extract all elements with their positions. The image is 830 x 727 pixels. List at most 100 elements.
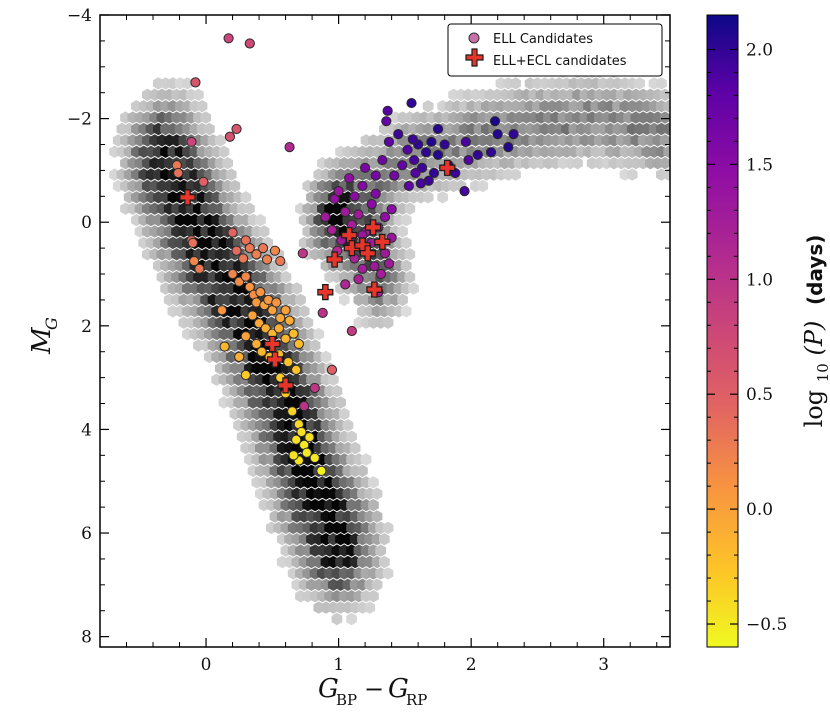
- density-hexbin: [204, 122, 215, 136]
- ell-candidate-point: [251, 249, 262, 260]
- density-hexbin: [510, 168, 521, 181]
- ell-ecl-candidate-point: [439, 159, 456, 176]
- legend-circle-marker: [468, 32, 480, 44]
- ell-candidate-point: [426, 136, 437, 148]
- y-tick-label: 0: [81, 213, 92, 233]
- y-tick-label: 6: [81, 524, 92, 544]
- density-hexbin: [400, 259, 412, 272]
- ell-candidate-point: [381, 116, 392, 127]
- colorbar-title: log 10 (P) (days): [800, 235, 830, 428]
- ell-candidate-point: [439, 139, 450, 150]
- density-hexbin: [397, 293, 408, 307]
- density-hexbin: [338, 293, 350, 307]
- density-hexbin: [400, 305, 412, 318]
- colorbar-title-units: (days): [803, 235, 827, 305]
- svg-text:G: G: [42, 317, 61, 330]
- ell-ecl-candidate-point: [366, 281, 383, 298]
- ell-candidate-point: [383, 136, 395, 148]
- ell-candidate-point: [301, 447, 312, 458]
- ell-ecl-candidate-point: [326, 251, 343, 268]
- ell-ecl-candidate-points: [179, 159, 456, 394]
- ell-candidate-point: [432, 149, 444, 160]
- density-hexbin: [379, 533, 390, 546]
- ell-ecl-candidate-point: [277, 377, 294, 394]
- x-tick-label: 3: [598, 655, 609, 675]
- density-hexbin: [196, 100, 208, 113]
- ell-candidate-point: [375, 268, 387, 280]
- ell-candidate-point: [417, 162, 428, 173]
- density-hexbin: [659, 88, 670, 101]
- ell-candidate-point: [340, 279, 351, 290]
- density-hexbin: [357, 464, 368, 478]
- ell-ecl-candidate-point: [266, 351, 284, 368]
- density-hexbin: [663, 122, 670, 136]
- ell-candidate-point: [256, 346, 267, 357]
- ell-candidate-point: [366, 198, 377, 210]
- density-hexbin: [244, 202, 255, 215]
- colorbar-tick-label: 0.5: [746, 385, 773, 405]
- ell-ecl-candidate-point: [317, 284, 334, 301]
- ell-candidate-point: [389, 170, 400, 181]
- density-hexbin: [298, 305, 310, 318]
- ell-candidate-point: [271, 297, 282, 308]
- ell-candidate-point: [253, 318, 265, 329]
- density-hexbin: [371, 578, 383, 591]
- svg-text:G: G: [388, 674, 409, 704]
- density-hexbin: [193, 88, 204, 101]
- ell-candidate-point: [492, 129, 503, 140]
- density-hexbin: [331, 384, 343, 398]
- ell-candidate-point: [247, 310, 258, 321]
- ell-candidate-point: [275, 255, 286, 267]
- density-hexbin: [368, 476, 379, 489]
- ell-candidate-point: [485, 147, 497, 158]
- ell-candidate-point: [349, 191, 360, 202]
- plot-area: [99, 14, 671, 648]
- ell-candidate-point: [273, 323, 285, 334]
- colorbar-ticks: −0.5 0.0 0.5 1.0 1.5 2.0: [707, 40, 787, 635]
- ell-candidate-point: [275, 312, 286, 324]
- ell-candidate-point: [231, 245, 242, 256]
- density-hexbin: [382, 521, 394, 535]
- ell-candidate-point: [280, 305, 291, 316]
- density-hexbin: [422, 100, 434, 113]
- ell-candidate-point: [503, 141, 514, 153]
- density-hexbin: [397, 225, 408, 238]
- density-hexbin: [663, 145, 670, 158]
- ell-candidate-point: [320, 211, 331, 223]
- density-hexbin: [302, 316, 314, 329]
- colorbar-tick-label: 0.0: [746, 500, 773, 520]
- ell-candidate-point: [309, 382, 320, 394]
- density-hexbin: [346, 430, 357, 443]
- density-hexbin: [335, 396, 346, 409]
- ell-candidate-point: [288, 450, 299, 461]
- ell-candidate-point: [189, 255, 200, 267]
- density-hexbin: [222, 157, 233, 170]
- ell-candidate-point: [304, 432, 315, 443]
- legend-label-ell-ecl: ELL+ECL candidates: [493, 54, 627, 69]
- colorbar-title-sub: 10: [814, 363, 830, 382]
- ell-candidate-point: [187, 237, 198, 249]
- density-hexbin: [375, 544, 387, 557]
- density-hexbin: [371, 510, 383, 523]
- ell-candidate-point: [284, 315, 295, 326]
- x-tick-label: 1: [333, 655, 344, 675]
- ell-candidate-point: [393, 129, 404, 140]
- density-hexbin: [364, 601, 376, 614]
- ell-candidate-point: [508, 129, 519, 140]
- ell-candidate-point: [255, 287, 266, 298]
- ell-candidate-point: [406, 97, 417, 109]
- colorbar-tick-label: −0.5: [746, 615, 787, 635]
- plot-frame: [99, 14, 671, 648]
- ell-candidate-point: [293, 338, 304, 350]
- density-hexbin: [477, 179, 489, 193]
- ell-candidate-point: [460, 136, 471, 148]
- density-hexbin: [225, 168, 237, 181]
- legend-plus-marker: [465, 48, 484, 67]
- svg-text:RP: RP: [406, 691, 427, 709]
- density-hexbin: [342, 419, 354, 432]
- density-hexbin: [295, 293, 306, 307]
- density-hexbin: [320, 350, 332, 364]
- ell-candidate-point: [244, 243, 255, 254]
- ell-candidate-point: [410, 167, 421, 179]
- density-hexbin: [572, 157, 583, 170]
